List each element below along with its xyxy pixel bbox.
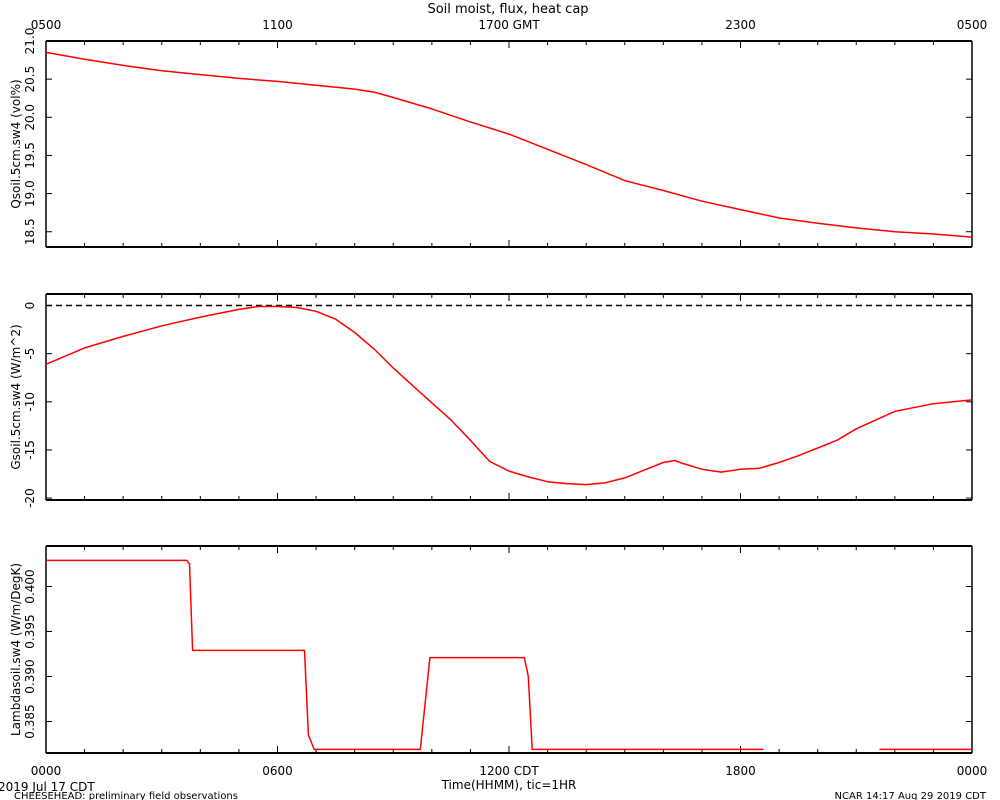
y-axis-label: Lambdasoil.sw4 (W/m/DegK) bbox=[9, 563, 23, 736]
chart-title: Soil moist, flux, heat cap bbox=[427, 2, 588, 17]
y-tick-label: 0.400 bbox=[23, 569, 37, 603]
y-tick-label: -5 bbox=[23, 348, 37, 360]
top-axis-tick-labels: 0500 1100 1700 GMT 2300 0500 bbox=[31, 18, 988, 32]
date-label: 2019 Jul 17 CDT bbox=[0, 780, 95, 794]
y-tick-label: -20 bbox=[23, 488, 37, 508]
top-tick-label: 0500 bbox=[957, 18, 988, 32]
y-tick-label: 19.5 bbox=[23, 142, 37, 169]
y-tick-label: 0.395 bbox=[23, 614, 37, 648]
y-tick-label: -15 bbox=[23, 440, 37, 460]
series-line bbox=[45, 305, 973, 486]
x-axis-label: Time(HHMM), tic=1HR bbox=[441, 778, 577, 792]
bottom-axis-tick-labels: 0000 0600 1200 CDT 1800 0000 bbox=[31, 764, 988, 778]
y-tick-label: 0 bbox=[23, 302, 37, 310]
y-axis-label: Gsoil.5cm.sw4 (W/m^2) bbox=[9, 324, 23, 469]
bottom-tick-label: 0600 bbox=[262, 764, 293, 778]
footer-left-note: CHEESEHEAD: preliminary field observatio… bbox=[14, 791, 238, 800]
bottom-tick-label: 0000 bbox=[957, 764, 988, 778]
bottom-tick-label: 1800 bbox=[725, 764, 756, 778]
bottom-tick-label: 1200 CDT bbox=[479, 764, 539, 778]
y-tick-label: -10 bbox=[23, 392, 37, 412]
y-tick-label: 0.390 bbox=[23, 659, 37, 693]
y-tick-label: 18.5 bbox=[23, 218, 37, 245]
y-tick-label: 21.0 bbox=[23, 28, 37, 55]
y-tick-label: 19.0 bbox=[23, 180, 37, 207]
top-tick-label: 0500 bbox=[31, 18, 62, 32]
bottom-tick-label: 0000 bbox=[31, 764, 62, 778]
y-tick-label: 20.0 bbox=[23, 104, 37, 131]
y-axis-label: Qsoil.5cm.sw4 (vol%) bbox=[9, 79, 23, 208]
footer-right-note: NCAR 14:17 Aug 29 2019 CDT bbox=[835, 791, 987, 800]
soil-heat-flux-panel: 0 -5 -10 -15 -20 Gsoil.5cm.sw4 (W/m^2) bbox=[9, 293, 973, 508]
series-line bbox=[46, 559, 764, 751]
series-line bbox=[45, 51, 973, 238]
y-tick-label: 0.385 bbox=[23, 704, 37, 738]
top-tick-label: 1700 GMT bbox=[478, 18, 540, 32]
y-tick-label: 20.5 bbox=[23, 66, 37, 93]
top-tick-label: 1100 bbox=[262, 18, 293, 32]
top-tick-label: 2300 bbox=[725, 18, 756, 32]
